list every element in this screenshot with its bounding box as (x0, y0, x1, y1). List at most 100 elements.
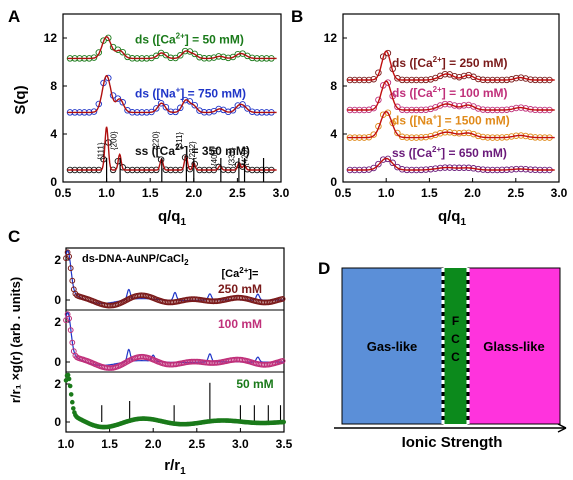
panel-c-ylabel: r/r₁ ×g(r) (arb . units) (8, 277, 23, 403)
fit-line (347, 50, 555, 81)
hkl-label: {220} (152, 131, 161, 150)
y-tick-label: 8 (50, 79, 57, 93)
data-point (63, 255, 69, 262)
panel-c-conc-250: 250 mM (218, 282, 262, 296)
curve-label: ds ([Ca2+] = 100 mM) (392, 85, 508, 100)
x-tick-label: 2.5 (507, 186, 524, 200)
data-point (69, 277, 76, 284)
data-point (68, 392, 74, 397)
data-point (69, 339, 76, 346)
curve-label: ds ([Ca2+] = 250 mM) (392, 55, 508, 70)
panel-c: C 1.0 1.5 2.0 2.5 3.0 3.5 0 2 0 2 0 2 r/r₁ ×g(r) (a… (8, 227, 293, 477)
data-point (153, 105, 160, 112)
panel-b-curve-labels: ds ([Ca2+] = 250 mM) ds ([Ca2+] = 100 mM)… (392, 55, 510, 160)
panel-c-curves (63, 249, 287, 430)
panel-b-xlabel: q/q1 (438, 208, 467, 228)
panel-b-frame (342, 13, 560, 183)
x-tick-label: 1.5 (101, 437, 118, 451)
data-point (191, 101, 198, 109)
data-point (177, 104, 184, 112)
data-point (229, 53, 237, 61)
data-point (157, 100, 165, 107)
data-point (474, 75, 482, 83)
panel-b: B 0.5 1.0 1.5 2.0 2.5 3.0 0 4 8 12 q/q1 ds ([Ca2+… (291, 7, 568, 228)
ionic-strength-label: Ionic Strength (402, 434, 503, 451)
x-tick-label: 1.0 (98, 186, 115, 200)
data-point (370, 164, 377, 172)
data-point (66, 253, 72, 260)
data-point (67, 383, 73, 389)
panel-a-curves (66, 34, 277, 174)
panel-b-label: B (291, 7, 303, 26)
data-point (279, 358, 286, 364)
data-point (375, 160, 382, 168)
data-point (281, 419, 287, 425)
panel-a-ylabel: S(q) (12, 85, 29, 114)
y-tick-label: 12 (44, 31, 58, 45)
x-tick-label: 3.0 (551, 186, 568, 200)
panel-c-label: C (8, 227, 20, 246)
y-tick-label: 2 (54, 315, 61, 329)
x-tick-label: 0.5 (55, 186, 72, 200)
data-point (162, 103, 170, 111)
curve-label: ds ([Na+] = 750 mM) (135, 85, 246, 100)
x-tick-label: 2.0 (185, 186, 202, 200)
data-point (279, 296, 286, 302)
x-tick-label: 3.5 (276, 437, 293, 451)
data-point (153, 52, 160, 60)
hkl-label: {222} (188, 141, 197, 160)
fit-line (347, 157, 555, 171)
data-point (162, 51, 170, 59)
y-tick-label: 0 (54, 355, 61, 369)
x-tick-label: 1.0 (378, 186, 395, 200)
panel-c-title: ds-DNA-AuNP/CaCl2 (82, 253, 189, 267)
panel-a-curve-labels: ds ([Ca2+] = 50 mM) ds ([Na+] = 750 mM) ss… (135, 31, 250, 158)
curve-label: ds ([Ca2+] = 50 mM) (135, 31, 244, 46)
panel-c-conc-header: [Ca2+]= (222, 266, 259, 280)
data-point (66, 376, 72, 382)
x-tick-label: 1.5 (142, 186, 159, 200)
data-point (157, 156, 165, 163)
data-point (229, 107, 237, 114)
data-point (114, 95, 122, 102)
data-point (90, 54, 98, 61)
panel-c-frame (65, 247, 285, 433)
glass-like-region (467, 267, 561, 425)
data-point (436, 102, 444, 109)
data-point (124, 53, 131, 61)
data-point (67, 265, 74, 272)
x-tick-label: 3.0 (232, 437, 249, 451)
data-point (186, 98, 194, 105)
y-tick-label: 0 (54, 415, 61, 429)
panel-a: A 0.5 1.0 1.5 2.0 2.5 3.0 0 4 8 12 S(q) q/q1 ds (… (8, 7, 290, 228)
y-tick-label: 0 (54, 293, 61, 307)
fcc-region (443, 268, 468, 424)
x-tick-label: 3.0 (273, 186, 290, 200)
data-point (370, 75, 377, 83)
fit-line (347, 110, 555, 139)
x-tick-label: 1.0 (58, 437, 75, 451)
hkl-label: {200} (110, 131, 119, 150)
fcc-letter-c1: C (451, 332, 460, 346)
y-tick-label: 0 (330, 175, 337, 189)
panel-c-ticks: 1.0 1.5 2.0 2.5 3.0 3.5 0 2 0 2 0 2 (54, 253, 292, 451)
data-point (90, 108, 98, 115)
data-point (63, 317, 69, 324)
x-tick-label: 0.5 (335, 186, 352, 200)
data-point (370, 131, 377, 138)
panel-a-ticks: 0.5 1.0 1.5 2.0 2.5 3.0 0 4 8 12 (44, 31, 290, 200)
panel-a-xlabel: q/q1 (158, 208, 187, 228)
x-tick-label: 2.0 (145, 437, 162, 451)
data-point (474, 105, 482, 112)
y-tick-label: 8 (330, 79, 337, 93)
panel-a-label: A (8, 7, 20, 26)
data-point (65, 372, 71, 378)
curve-label: ss ([Ca2+] = 650 mM) (392, 145, 507, 160)
y-tick-label: 2 (54, 377, 61, 391)
data-point (71, 406, 76, 411)
panel-a-frame (62, 13, 282, 183)
hkl-label: {311} (175, 132, 184, 150)
data-point (66, 315, 72, 322)
x-tick-label: 2.0 (464, 186, 481, 200)
